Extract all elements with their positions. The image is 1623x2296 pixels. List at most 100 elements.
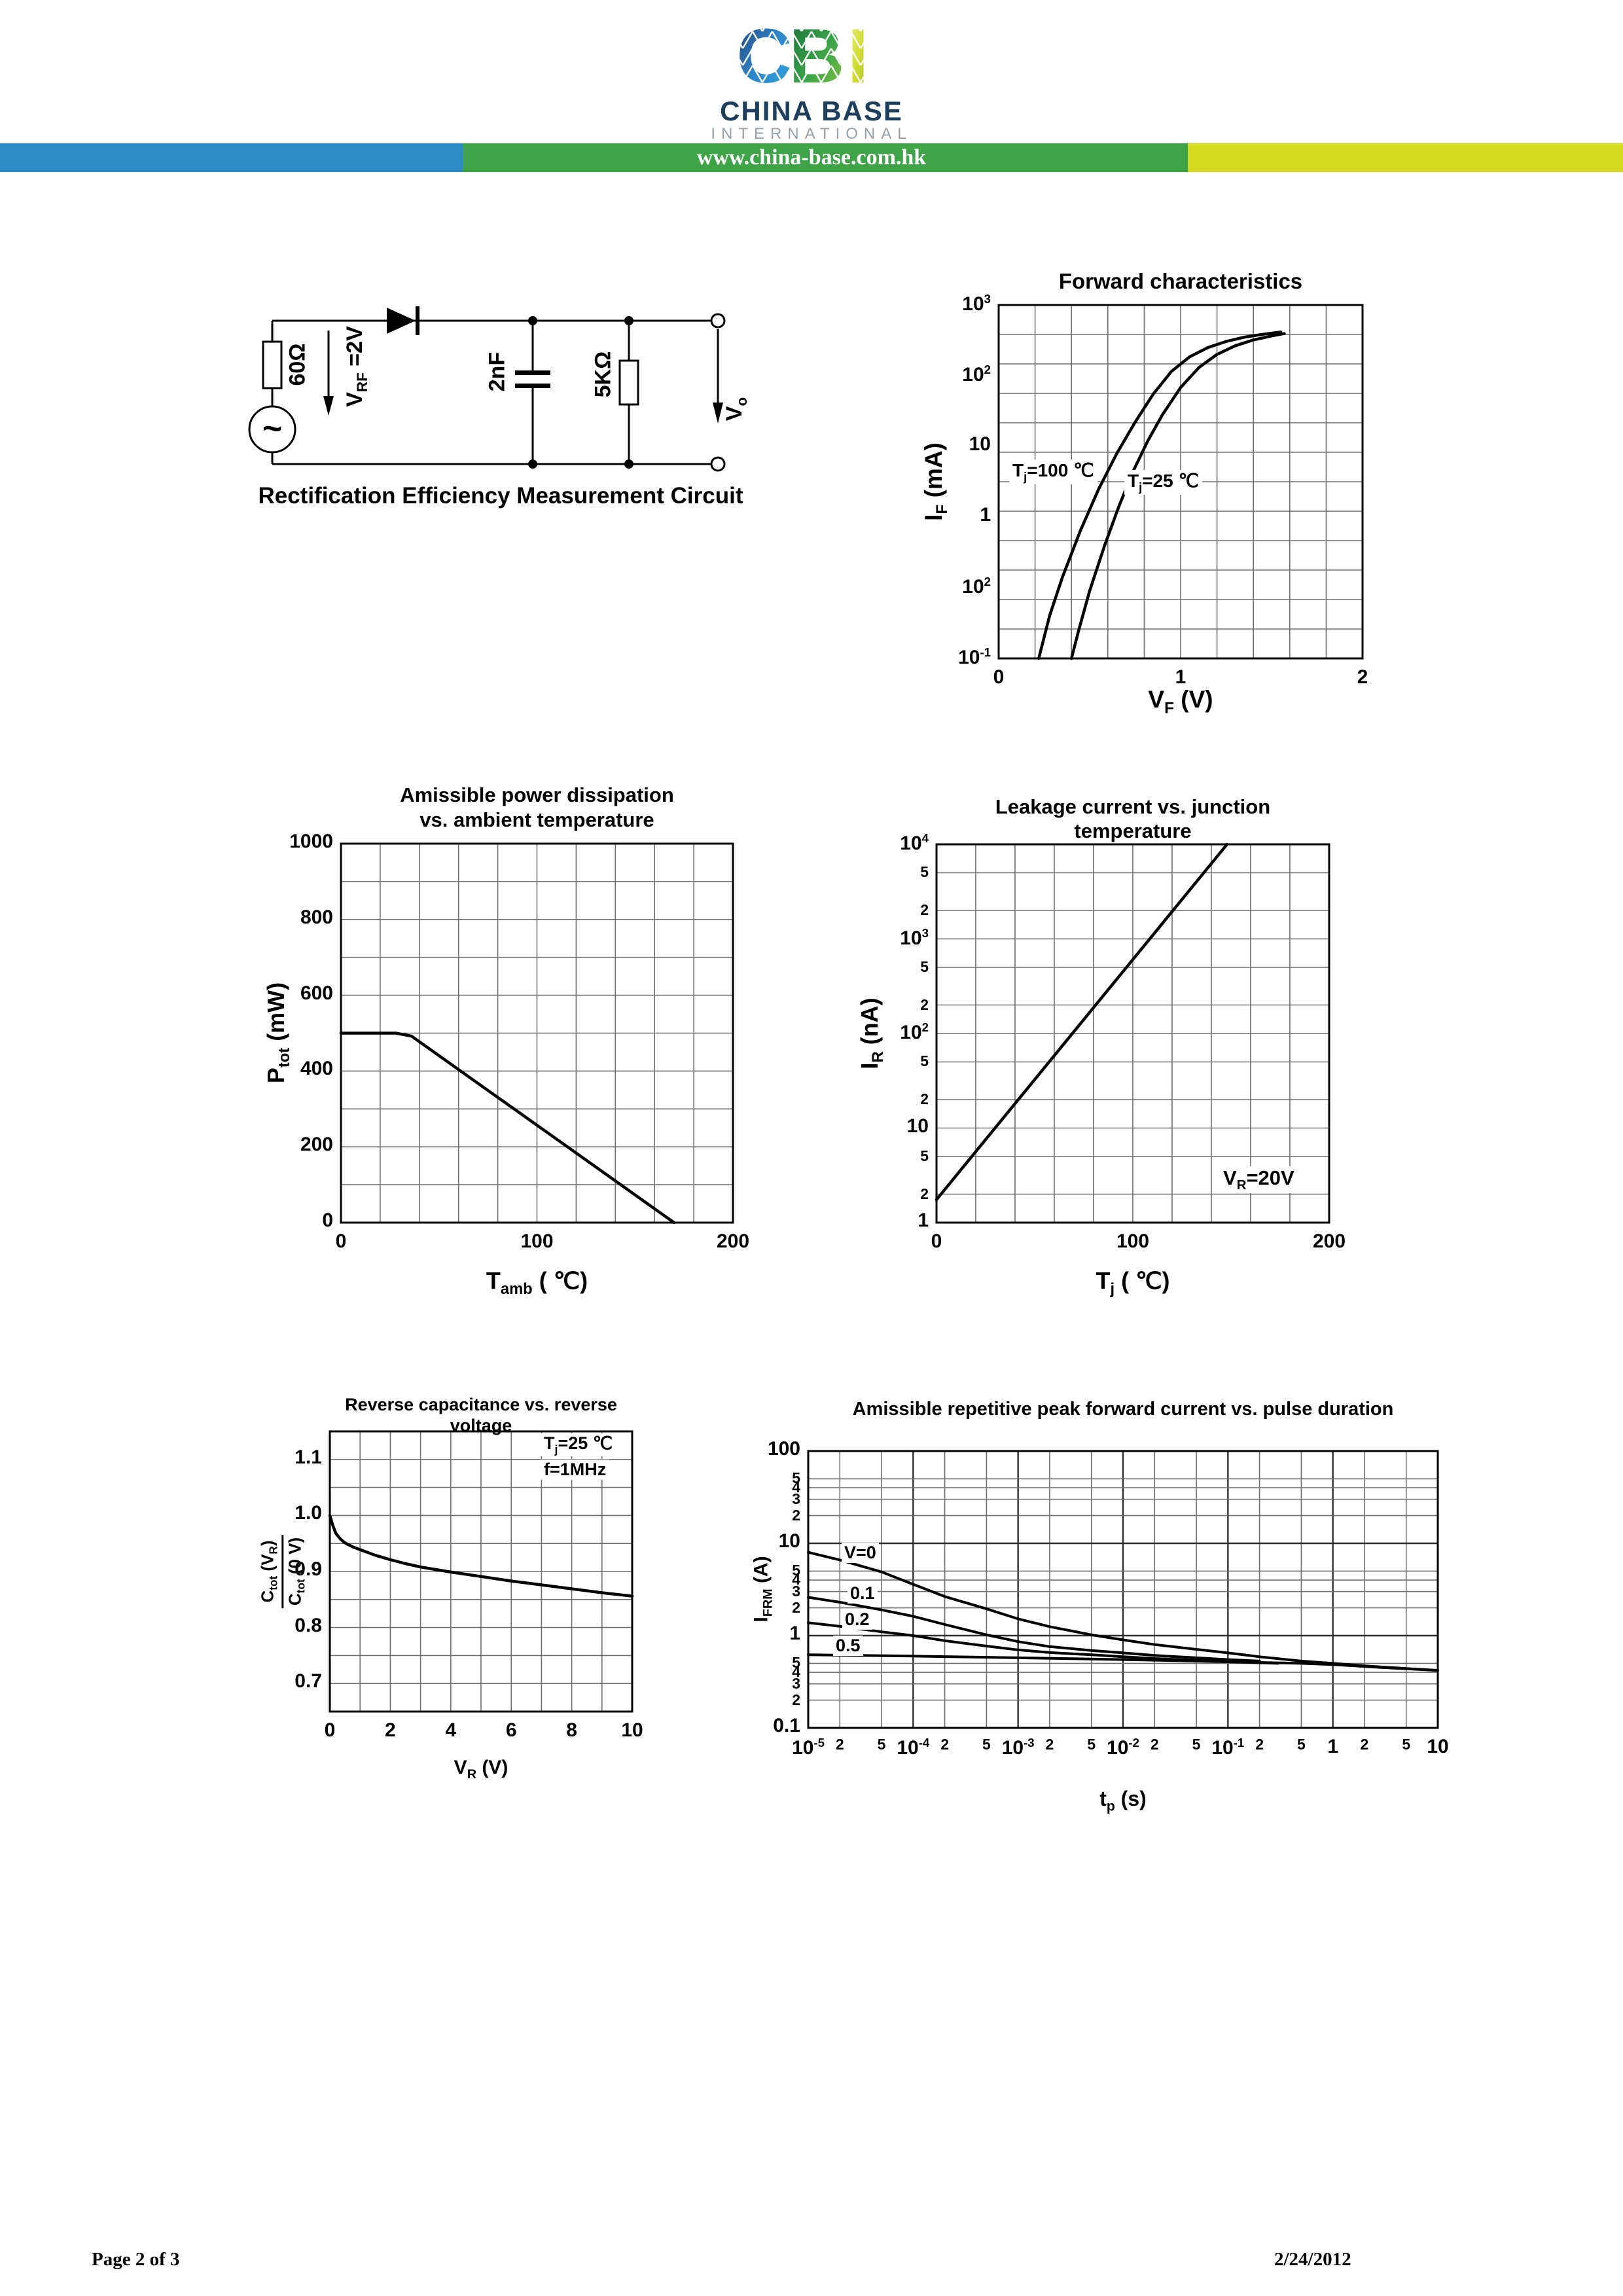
tick-label: 100: [520, 1230, 554, 1252]
tick-label: 1.0: [294, 1502, 322, 1524]
x-axis-title: Tamb ( ℃): [486, 1267, 588, 1299]
tick-label: 0: [931, 1230, 942, 1252]
tick-label: 102: [900, 1020, 929, 1043]
tick-label: 1: [1175, 666, 1186, 688]
tick-label: 10: [778, 1530, 800, 1552]
logo-letter-c: C: [736, 14, 792, 94]
tick-label: 5: [1192, 1736, 1201, 1753]
svg-text:C: C: [736, 14, 792, 94]
tick-label: 800: [300, 906, 333, 928]
tick-label: 1: [789, 1623, 800, 1644]
tick-label: 10: [969, 433, 991, 455]
tick-label: 4: [792, 1663, 800, 1681]
banner-green-segment: [463, 143, 1188, 172]
tick-label: 4: [792, 1571, 800, 1588]
curve-label-02: 0.2: [842, 1609, 872, 1630]
tick-label: 5: [877, 1736, 886, 1753]
tick-label: 5: [982, 1736, 991, 1753]
tick-label: 1000: [289, 831, 333, 852]
tick-label: 5: [792, 1654, 800, 1672]
tick-label: 5: [920, 1147, 929, 1164]
chart-reverse-capacitance: Reverse capacitance vs. reverse voltage …: [249, 1368, 687, 1787]
load-resistor-label: 5KΩ: [590, 351, 616, 398]
tick-label: 2: [792, 1691, 800, 1708]
condition-label-vr: VR=20V: [1220, 1166, 1298, 1194]
tick-label: 2: [920, 901, 929, 918]
tick-label: 0.8: [294, 1614, 322, 1636]
tick-label: 4: [445, 1719, 457, 1741]
banner-yellow-segment: [1188, 143, 1623, 172]
chart-power-dissipation: Amissible power dissipation vs. ambient …: [216, 772, 772, 1316]
tick-label: 2: [940, 1736, 949, 1753]
tick-label: 1: [1327, 1736, 1338, 1757]
page-number: Page 2 of 3: [92, 2249, 180, 2270]
tick-label: 5: [1087, 1736, 1096, 1753]
tick-label: 3: [792, 1490, 800, 1507]
company-subtitle: INTERNATIONAL: [711, 125, 912, 143]
tick-label: 10: [1427, 1736, 1449, 1757]
chart-title-line1: Amissible power dissipation: [400, 783, 674, 806]
curve-label-tj25: Tj=25 ℃: [1124, 470, 1202, 495]
tick-label: 2: [920, 1090, 929, 1107]
company-website: www.china-base.com.hk: [696, 145, 927, 170]
tick-label: 102: [962, 363, 991, 386]
tick-label: 5: [920, 863, 929, 881]
tick-label: 10-1: [1211, 1736, 1245, 1759]
banner-blue-segment: [0, 143, 463, 172]
chart-title: Leakage current vs. junction temperature: [995, 795, 1271, 843]
tick-label: 600: [300, 982, 333, 1004]
tick-label: 100: [1116, 1230, 1150, 1252]
tick-label: 5: [920, 1052, 929, 1070]
condition-label-freq: f=1MHz: [541, 1460, 610, 1480]
logo-letter-b: B: [789, 14, 844, 94]
tick-label: 2: [920, 1185, 929, 1202]
svg-text:I: I: [847, 14, 869, 94]
date: 2/24/2012: [1274, 2249, 1351, 2270]
tick-label: 2: [385, 1719, 396, 1741]
curve-label-01: 0.1: [847, 1583, 878, 1604]
tick-label: 3: [792, 1674, 800, 1692]
tick-label: 2: [1360, 1736, 1369, 1753]
tick-label: 8: [566, 1719, 577, 1741]
tick-label: 103: [962, 292, 991, 315]
tick-label: 5: [920, 958, 929, 975]
tick-label: 10-3: [1001, 1736, 1035, 1759]
x-axis-title: Tj ( ℃): [1096, 1267, 1170, 1299]
tick-label: 200: [1312, 1230, 1346, 1252]
tick-label: 5: [1402, 1736, 1411, 1753]
chart-title: Forward characteristics: [1058, 269, 1303, 293]
x-axis-title: VF (V): [1148, 686, 1213, 717]
tick-label: 10-2: [1107, 1736, 1139, 1759]
cbi-logo: C C B B I I: [736, 14, 869, 94]
x-axis-title: VR (V): [454, 1757, 508, 1782]
chart-title-line2: vs. ambient temperature: [419, 808, 654, 831]
tick-label: 2: [792, 1598, 800, 1616]
company-name: CHINA BASE: [720, 96, 903, 126]
chart-leakage-current: Leakage current vs. junction temperature…: [831, 772, 1400, 1316]
tick-label: 0.9: [294, 1558, 322, 1580]
tick-label: 1: [980, 504, 991, 526]
tick-label: 4: [792, 1479, 800, 1496]
tick-label: 5: [792, 1469, 800, 1487]
tick-label: 10: [906, 1115, 929, 1137]
capacitor-label: 2nF: [484, 351, 510, 392]
y-axis-title: IF (mA): [919, 442, 952, 521]
vrf-label: VRF =2V: [342, 326, 370, 407]
tick-label: 0: [335, 1230, 347, 1252]
tick-label: 2: [1045, 1736, 1054, 1753]
tick-label: 104: [900, 831, 929, 854]
tick-label: 10-5: [792, 1736, 825, 1759]
tick-label: 2: [920, 996, 929, 1013]
vo-label: Vo: [722, 397, 750, 422]
y-axis-title: Ptot (mW): [262, 982, 294, 1084]
curve-label-v0: V=0: [842, 1543, 879, 1563]
chart-title: Reverse capacitance vs. reverse voltage: [345, 1395, 617, 1436]
tick-label: 2: [792, 1506, 800, 1524]
circuit-caption: Rectification Efficiency Measurement Cir…: [258, 483, 743, 509]
tick-label: 1.1: [294, 1446, 322, 1468]
tick-label: 400: [300, 1058, 333, 1080]
tick-label: 0: [324, 1719, 336, 1741]
tick-label: 10-1: [958, 645, 991, 668]
chart-peak-forward-current: Amissible repetitive peak forward curren…: [740, 1361, 1459, 1833]
svg-text:B: B: [789, 14, 844, 94]
